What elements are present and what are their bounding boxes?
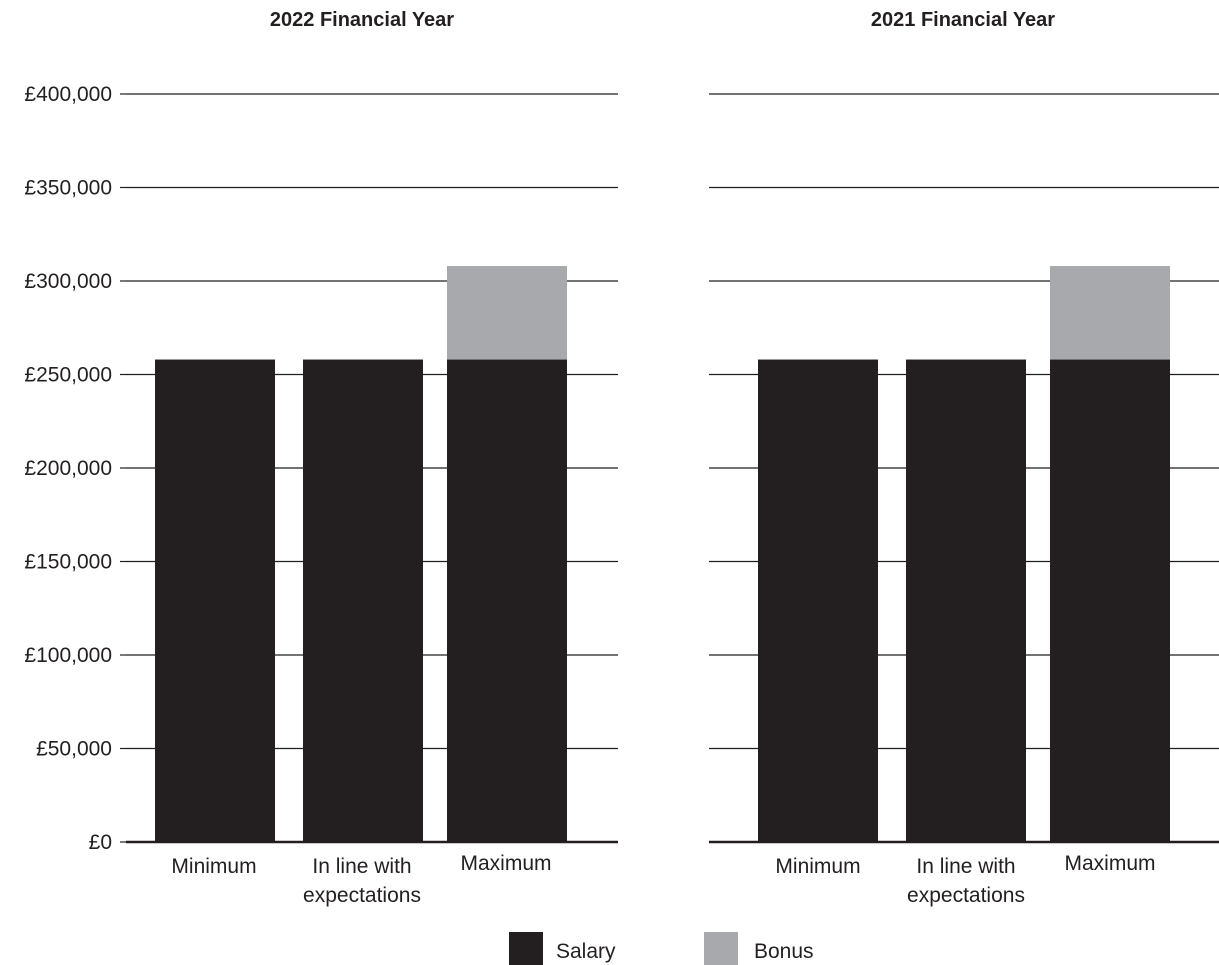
y-tick-label: £250,000 — [24, 364, 112, 387]
bar-bonus — [447, 266, 567, 360]
chart-panel-2: 2021 Financial Year Minimum In line with ex… — [709, 9, 1219, 907]
legend-swatch-salary — [509, 932, 543, 965]
x-category-label-line: In line with — [916, 855, 1015, 878]
x-category-label-line: Maximum — [460, 852, 551, 875]
chart-panel-1: 2022 Financial Year £0 £50,000 £100,000 £150… — [24, 9, 618, 907]
x-category-label-line: In line with — [312, 855, 411, 878]
y-tick-label: £200,000 — [24, 457, 112, 480]
bar-salary — [447, 359, 567, 842]
y-tick-label: £100,000 — [24, 644, 112, 667]
x-category-label: Minimum — [775, 855, 860, 878]
bar-salary — [1050, 359, 1170, 842]
y-tick-label: £350,000 — [24, 177, 112, 200]
x-category-label-line: expectations — [907, 884, 1025, 907]
chart-title: 2022 Financial Year — [270, 9, 454, 31]
bar-salary — [303, 359, 423, 842]
bar-bonus — [1050, 266, 1170, 360]
x-category-label: In line with expectations — [303, 855, 421, 907]
x-category-label: Maximum — [1064, 852, 1155, 875]
bar-salary — [906, 359, 1026, 842]
y-tick-label: £400,000 — [24, 83, 112, 106]
x-category-label-line: Minimum — [171, 855, 256, 878]
legend-swatch-bonus — [704, 932, 738, 965]
x-category-label-line: Maximum — [1064, 852, 1155, 875]
bar-salary — [155, 359, 275, 842]
legend-label-salary: Salary — [556, 940, 616, 963]
chart-title: 2021 Financial Year — [871, 9, 1055, 31]
x-category-label: In line with expectations — [907, 855, 1025, 907]
y-tick-label: £0 — [89, 831, 112, 854]
x-category-label: Maximum — [460, 852, 551, 875]
x-category-label-line: Minimum — [775, 855, 860, 878]
bar-salary — [758, 359, 878, 842]
x-category-label-line: expectations — [303, 884, 421, 907]
legend-label-bonus: Bonus — [754, 940, 814, 963]
legend: Salary Bonus — [509, 932, 814, 965]
y-tick-label: £50,000 — [36, 738, 112, 761]
x-category-label: Minimum — [171, 855, 256, 878]
y-tick-label: £300,000 — [24, 270, 112, 293]
y-tick-label: £150,000 — [24, 551, 112, 574]
